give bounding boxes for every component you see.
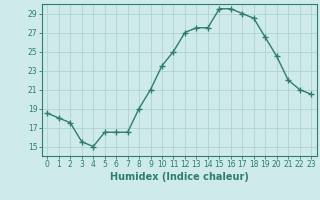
X-axis label: Humidex (Indice chaleur): Humidex (Indice chaleur) [110, 172, 249, 182]
